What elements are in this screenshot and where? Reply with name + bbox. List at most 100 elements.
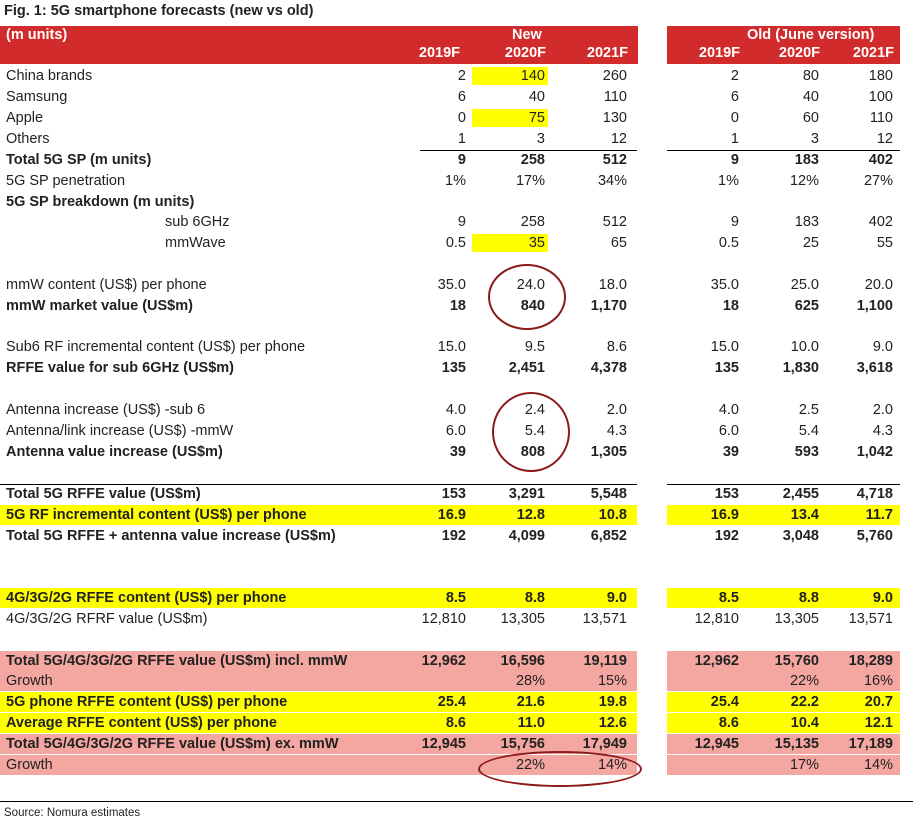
old-value: 2 xyxy=(730,68,739,84)
new-value: 8.8 xyxy=(524,590,545,606)
row-band xyxy=(0,713,637,733)
old-value: 625 xyxy=(794,298,819,314)
table-row: mmW content (US$) per phone 35.0 24.0 18.0 3… xyxy=(0,275,913,295)
table-row: Growth 28% 15% 22% 16% xyxy=(0,671,913,691)
table-row: Total 5G SP (m units) 9 258 512 9 183 402 xyxy=(0,150,913,170)
old-value: 12.1 xyxy=(864,715,893,731)
row-label: 5G SP breakdown (m units) xyxy=(6,194,195,210)
old-value: 0 xyxy=(730,110,739,126)
table-row: 5G phone RFFE content (US$) per phone 25.… xyxy=(0,692,913,712)
new-value: 15,756 xyxy=(500,736,545,752)
new-value: 21.6 xyxy=(516,694,545,710)
new-value: 6,852 xyxy=(590,528,627,544)
new-value: 8.6 xyxy=(445,715,466,731)
old-value: 8.5 xyxy=(718,590,739,606)
old-value: 13,305 xyxy=(774,611,819,627)
row-label: mmW market value (US$m) xyxy=(6,298,193,314)
row-label: Apple xyxy=(6,110,44,126)
old-value: 13,571 xyxy=(848,611,893,627)
old-value: 25.0 xyxy=(790,277,819,293)
old-value: 4.0 xyxy=(718,402,739,418)
new-value: 135 xyxy=(441,360,466,376)
table-row: Antenna value increase (US$m) 39 808 1,305 3… xyxy=(0,442,913,462)
table-row: Sub6 RF incremental content (US$) per ph… xyxy=(0,337,913,357)
old-value: 55 xyxy=(876,235,893,251)
header-bar-old: Old (June version) 2019F 2020F 2021F xyxy=(667,26,900,64)
old-value: 22.2 xyxy=(790,694,819,710)
table-row: Total 5G RFFE + antenna value increase (… xyxy=(0,526,913,546)
old-value: 153 xyxy=(714,486,739,502)
row-label: Growth xyxy=(6,757,53,773)
new-value: 258 xyxy=(520,214,545,230)
new-value: 16.9 xyxy=(437,507,466,523)
table-row: 5G SP breakdown (m units) xyxy=(0,192,913,212)
old-value: 22% xyxy=(789,673,819,689)
old-value: 35.0 xyxy=(710,277,739,293)
old-value: 3 xyxy=(810,131,819,147)
new-value: 65 xyxy=(610,235,627,251)
new-value: 2,451 xyxy=(508,360,545,376)
new-value: 130 xyxy=(602,110,627,126)
total-rule xyxy=(420,150,637,151)
row-band xyxy=(667,651,900,671)
new-value: 15.0 xyxy=(437,339,466,355)
old-value: 2.5 xyxy=(798,402,819,418)
units-label: (m units) xyxy=(6,27,68,43)
table-row: 4G/3G/2G RFRF value (US$m) 12,810 13,305 13… xyxy=(0,609,913,629)
old-value: 183 xyxy=(794,214,819,230)
new-value: 35 xyxy=(528,235,545,251)
row-label: mmW content (US$) per phone xyxy=(6,277,207,293)
new-value: 260 xyxy=(602,68,627,84)
old-value: 2.0 xyxy=(872,402,893,418)
row-label: Growth xyxy=(6,673,53,689)
old-value: 17,189 xyxy=(848,736,893,752)
old-value: 12,962 xyxy=(694,653,739,669)
new-value: 9 xyxy=(457,214,466,230)
old-value: 1% xyxy=(718,173,739,189)
row-label: mmWave xyxy=(165,235,226,251)
old-value: 5,760 xyxy=(856,528,893,544)
new-value: 75 xyxy=(528,110,545,126)
new-value: 4,099 xyxy=(508,528,545,544)
new-value: 512 xyxy=(602,214,627,230)
new-value: 12.8 xyxy=(516,507,545,523)
row-band xyxy=(0,692,637,712)
old-value: 3,618 xyxy=(856,360,893,376)
old-value: 15.0 xyxy=(710,339,739,355)
row-band xyxy=(667,588,900,608)
old-value: 9.0 xyxy=(872,339,893,355)
new-value: 12,962 xyxy=(421,653,466,669)
new-value: 1 xyxy=(457,131,466,147)
old-value: 12,945 xyxy=(694,736,739,752)
old-value: 13.4 xyxy=(790,507,819,523)
new-value: 18.0 xyxy=(598,277,627,293)
old-value: 100 xyxy=(868,89,893,105)
new-value: 17,949 xyxy=(582,736,627,752)
old-value: 16.9 xyxy=(710,507,739,523)
table-row: 5G RF incremental content (US$) per phon… xyxy=(0,505,913,525)
old-value: 180 xyxy=(868,68,893,84)
new-value: 12 xyxy=(610,131,627,147)
table-row: Antenna increase (US$) -sub 6 4.0 2.4 2.0 4.… xyxy=(0,400,913,420)
new-value: 13,571 xyxy=(582,611,627,627)
new-value: 4.0 xyxy=(445,402,466,418)
row-band xyxy=(667,692,900,712)
row-label: Total 5G/4G/3G/2G RFFE value (US$m) ex. … xyxy=(6,736,339,752)
row-label: sub 6GHz xyxy=(165,214,230,230)
year-header: 2021F xyxy=(852,45,894,61)
new-value: 9.0 xyxy=(606,590,627,606)
row-label: Total 5G RFFE + antenna value increase (… xyxy=(6,528,336,544)
footer-rule xyxy=(0,801,913,802)
new-value: 5,548 xyxy=(590,486,627,502)
old-value: 5.4 xyxy=(798,423,819,439)
old-value: 20.7 xyxy=(864,694,893,710)
old-value: 27% xyxy=(863,173,893,189)
row-label: 4G/3G/2G RFRF value (US$m) xyxy=(6,611,208,627)
old-value: 4.3 xyxy=(872,423,893,439)
new-value: 6 xyxy=(457,89,466,105)
new-value: 25.4 xyxy=(437,694,466,710)
table-row: 5G SP penetration 1% 17% 34% 1% 12% 27% xyxy=(0,171,913,191)
old-value: 1 xyxy=(730,131,739,147)
old-value: 8.6 xyxy=(718,715,739,731)
row-band xyxy=(667,671,900,691)
